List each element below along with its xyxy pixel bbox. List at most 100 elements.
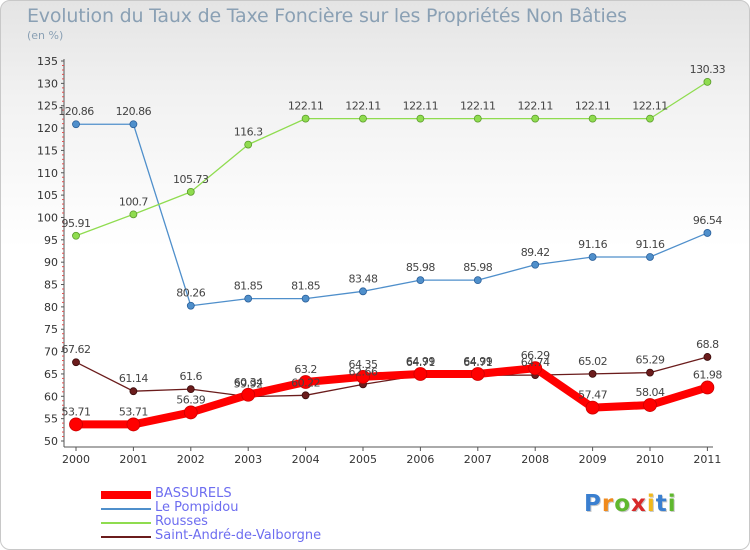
data-point bbox=[186, 187, 195, 196]
y-tick-label: 130 bbox=[37, 77, 58, 90]
y-tick-label: 125 bbox=[37, 100, 58, 113]
legend-swatch bbox=[101, 536, 151, 538]
x-tick-label: 2002 bbox=[177, 453, 205, 466]
data-label: 64.99 bbox=[406, 355, 435, 368]
data-point bbox=[244, 294, 253, 303]
data-label: 63.2 bbox=[294, 363, 317, 376]
data-label: 53.71 bbox=[62, 405, 91, 418]
series-line-0 bbox=[76, 364, 709, 429]
series-line-2 bbox=[75, 81, 708, 237]
data-label: 61.6 bbox=[180, 370, 203, 383]
legend-swatch bbox=[101, 522, 151, 524]
data-point bbox=[416, 114, 425, 123]
data-label: 91.16 bbox=[578, 238, 607, 251]
y-tick-label: 80 bbox=[44, 301, 58, 314]
data-label: 122.11 bbox=[632, 100, 668, 113]
data-point bbox=[301, 114, 310, 123]
data-label: 66.29 bbox=[521, 349, 550, 362]
y-tick-label: 135 bbox=[37, 55, 58, 68]
data-point bbox=[72, 358, 80, 367]
data-point bbox=[531, 260, 540, 269]
data-label: 62.66 bbox=[349, 365, 378, 378]
legend-label: Le Pompidou bbox=[155, 500, 239, 515]
data-point bbox=[470, 367, 485, 381]
data-label: 59.92 bbox=[234, 378, 263, 391]
data-point bbox=[473, 276, 482, 285]
data-label: 60.34 bbox=[234, 376, 263, 389]
data-point bbox=[129, 210, 138, 219]
logo-letter: t bbox=[655, 491, 668, 517]
data-label: 83.48 bbox=[349, 272, 378, 285]
y-tick-label: 120 bbox=[37, 122, 58, 135]
data-label: 122.11 bbox=[288, 100, 324, 113]
y-axis-unit-label: (en %) bbox=[27, 29, 64, 42]
data-point bbox=[646, 114, 654, 123]
data-label: 96.54 bbox=[693, 214, 722, 227]
data-point bbox=[244, 140, 253, 149]
data-point bbox=[129, 120, 138, 129]
data-label: 122.11 bbox=[403, 100, 439, 113]
data-label: 81.85 bbox=[234, 280, 263, 293]
y-tick-label: 65 bbox=[44, 368, 58, 381]
y-tick-label: 70 bbox=[44, 346, 58, 359]
series-line-3 bbox=[75, 356, 708, 398]
data-label: 89.42 bbox=[521, 246, 550, 259]
x-tick-label: 2010 bbox=[636, 453, 664, 466]
data-label: 61.14 bbox=[119, 372, 148, 385]
data-point bbox=[186, 385, 195, 394]
data-label: 60.22 bbox=[291, 376, 320, 389]
data-label: 80.26 bbox=[176, 287, 205, 300]
data-label: 53.71 bbox=[119, 405, 148, 418]
logo-letter: o bbox=[614, 491, 632, 517]
data-label: 85.98 bbox=[463, 261, 492, 274]
y-tick-label: 60 bbox=[44, 390, 58, 403]
data-label: 120.86 bbox=[116, 105, 152, 118]
data-label: 120.86 bbox=[58, 105, 94, 118]
proxiti-logo: Proxiti bbox=[584, 491, 677, 517]
data-point bbox=[473, 114, 482, 123]
data-label: 122.11 bbox=[517, 100, 553, 113]
data-label: 116.3 bbox=[234, 126, 263, 139]
data-point bbox=[703, 229, 712, 237]
y-tick-label: 115 bbox=[37, 144, 58, 157]
x-tick-label: 2003 bbox=[234, 453, 262, 466]
y-tick-label: 55 bbox=[44, 413, 58, 426]
logo-letter: P bbox=[584, 491, 602, 517]
x-tick-label: 2008 bbox=[521, 453, 549, 466]
data-point bbox=[588, 114, 597, 123]
data-point bbox=[643, 398, 657, 412]
legend-swatch bbox=[101, 491, 151, 499]
data-label: 100.7 bbox=[119, 195, 148, 208]
data-label: 57.47 bbox=[578, 389, 607, 402]
data-label: 122.11 bbox=[575, 100, 611, 113]
data-point bbox=[359, 287, 367, 296]
y-tick-label: 85 bbox=[44, 279, 58, 292]
data-point bbox=[646, 253, 654, 261]
chart-title: Evolution du Taux de Taxe Foncière sur l… bbox=[27, 5, 627, 27]
logo-letter: x bbox=[631, 491, 647, 517]
data-point bbox=[531, 114, 540, 123]
data-label: 105.73 bbox=[173, 173, 209, 186]
x-tick-label: 2005 bbox=[349, 453, 377, 466]
y-tick-label: 110 bbox=[37, 167, 58, 180]
data-label: 85.98 bbox=[406, 261, 435, 274]
data-point bbox=[359, 114, 367, 123]
y-tick-label: 90 bbox=[44, 256, 58, 269]
series-line-1 bbox=[76, 123, 708, 307]
data-label: 65.29 bbox=[636, 354, 665, 367]
data-label: 95.91 bbox=[62, 217, 91, 230]
data-point bbox=[588, 369, 597, 378]
data-point bbox=[585, 400, 600, 415]
data-point bbox=[126, 417, 141, 432]
x-tick-label: 2004 bbox=[292, 453, 320, 466]
data-point bbox=[588, 253, 597, 261]
x-tick-label: 2000 bbox=[62, 453, 90, 466]
data-label: 64.71 bbox=[463, 356, 492, 369]
data-label: 67.62 bbox=[62, 343, 91, 356]
logo-letter: i bbox=[667, 491, 677, 517]
data-label: 81.85 bbox=[291, 280, 320, 293]
data-point bbox=[301, 294, 310, 303]
data-point bbox=[703, 77, 712, 86]
